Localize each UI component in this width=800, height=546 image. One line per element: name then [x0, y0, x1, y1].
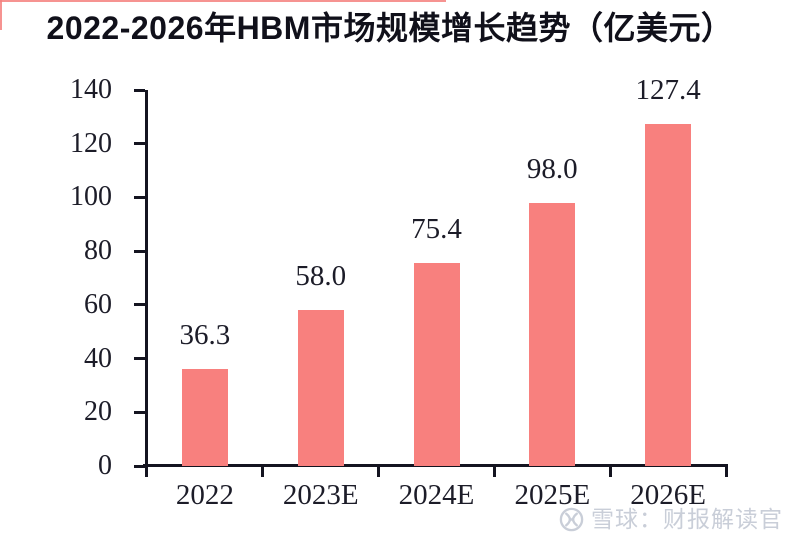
y-tick-60: [134, 303, 145, 307]
y-axis-label-60: 60: [84, 288, 112, 320]
x-tick-5: [724, 464, 728, 477]
bar-2024E: [413, 263, 460, 466]
value-label-2025E: 98.0: [526, 152, 578, 185]
value-label-2022: 36.3: [179, 318, 231, 351]
bar-2026E: [645, 123, 692, 466]
y-tick-40: [134, 357, 145, 361]
value-label-2024E: 75.4: [411, 213, 462, 246]
y-tick-0: [134, 464, 145, 468]
y-tick-80: [134, 249, 145, 253]
y-axis-label-20: 20: [84, 396, 112, 428]
bar-2022: [181, 368, 228, 466]
y-axis-line: [145, 90, 148, 477]
snowball-icon: [559, 507, 584, 531]
watermark: 雪球：财报解读官: [558, 504, 783, 534]
x-axis-label-2023E: 2023E: [282, 479, 359, 511]
x-axis-label-2022: 2022: [175, 479, 234, 511]
y-axis-label-100: 100: [70, 181, 112, 213]
y-tick-100: [134, 195, 145, 199]
y-tick-20: [134, 410, 145, 414]
y-tick-140: [134, 88, 145, 92]
x-tick-4: [608, 464, 612, 477]
x-tick-3: [492, 464, 496, 477]
top-border-accent: [0, 0, 446, 2]
value-label-2023E: 58.0: [295, 260, 347, 293]
x-axis-label-2025E: 2025E: [514, 479, 591, 511]
y-axis-label-140: 140: [70, 74, 112, 105]
x-axis-label-2026E: 2026E: [630, 479, 706, 511]
bar-2023E: [297, 310, 344, 466]
watermark-text: 雪球：财报解读官: [591, 506, 783, 532]
left-border-accent: [0, 0, 2, 30]
y-axis-label-40: 40: [84, 342, 112, 374]
x-tick-1: [261, 464, 265, 477]
bar-2025E: [529, 202, 576, 466]
y-axis-label-0: 0: [98, 450, 112, 481]
x-axis-label-2024E: 2024E: [398, 479, 475, 511]
x-tick-2: [377, 464, 381, 477]
y-axis-label-80: 80: [84, 235, 112, 267]
y-axis-label-120: 120: [70, 127, 112, 159]
chart-title: 2022-2026年HBM市场规模增长趋势（亿美元）: [46, 10, 734, 46]
y-tick-120: [134, 142, 145, 146]
value-label-2026E: 127.4: [635, 73, 701, 106]
